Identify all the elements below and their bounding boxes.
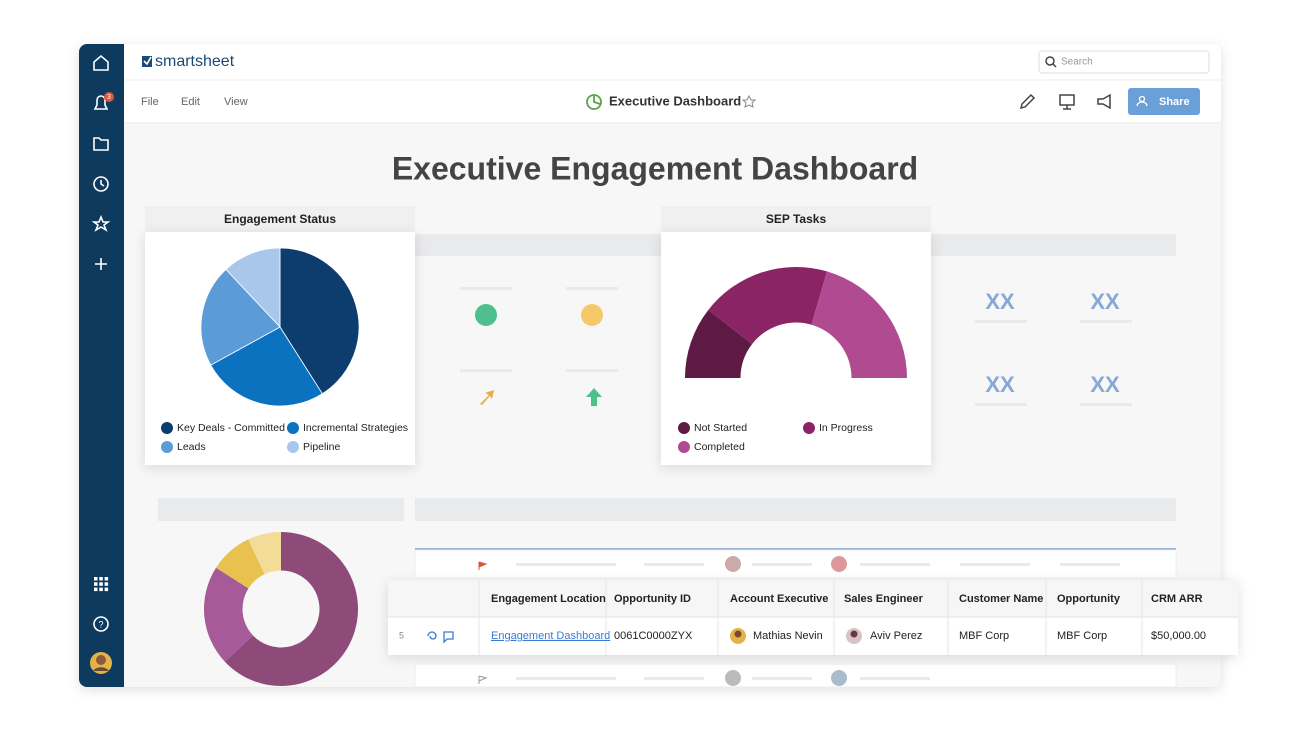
legend-label: Not Started (694, 422, 747, 434)
row-number: 5 (399, 630, 404, 640)
slice (248, 532, 281, 575)
search-placeholder: Search (1061, 57, 1093, 68)
metric: XX (1090, 289, 1120, 314)
notifications-icon[interactable] (93, 95, 109, 110)
column-header: Opportunity ID (614, 593, 691, 605)
legend-swatch (287, 422, 299, 434)
sheet-title: Executive Dashboard (609, 93, 741, 108)
slice (811, 271, 907, 378)
share-button[interactable] (1128, 88, 1200, 115)
create-icon[interactable] (95, 258, 107, 270)
attachment-icon[interactable] (427, 631, 437, 640)
placeholder (158, 498, 404, 521)
metric: XX (985, 372, 1015, 397)
slice (203, 567, 253, 662)
badge-count: 3 (107, 94, 111, 101)
metric: XX (985, 289, 1015, 314)
favorites-icon[interactable] (91, 214, 111, 232)
column-header: CRM ARR (1151, 593, 1203, 605)
column-header: Customer Name (959, 593, 1043, 605)
share-label: Share (1159, 96, 1190, 108)
legend-swatch (803, 422, 815, 434)
slice (685, 309, 753, 378)
metric: XX (1090, 372, 1120, 397)
charts: Key Deals - Committed Incremental Strateg… (161, 247, 907, 686)
widget-title: SEP Tasks (766, 212, 827, 226)
legend-swatch (678, 441, 690, 453)
cell: Aviv Perez (870, 630, 922, 642)
column-dividers (478, 580, 1143, 655)
cell: $50,000.00 (1151, 630, 1206, 642)
widget-header (661, 206, 931, 233)
slice (215, 539, 265, 589)
slice (279, 247, 360, 395)
column-header: Account Executive (730, 593, 828, 605)
recents-icon[interactable] (93, 176, 109, 192)
legend-swatch (161, 441, 173, 453)
table-header (388, 580, 1238, 617)
browse-icon[interactable] (93, 137, 109, 151)
home-icon[interactable] (93, 54, 109, 71)
legend-label: Leads (177, 441, 206, 453)
slice (224, 532, 358, 686)
table: Engagement Location Opportunity ID Account… (399, 593, 1206, 642)
help-icon[interactable] (93, 616, 109, 632)
cell: MBF Corp (959, 630, 1009, 642)
slice (708, 267, 827, 344)
legend-label: Incremental Strategies (303, 422, 408, 434)
menu-item[interactable]: View (224, 96, 248, 108)
badge (104, 92, 114, 102)
legend-label: Pipeline (303, 441, 341, 453)
search-box[interactable] (1038, 50, 1210, 74)
placeholder (415, 234, 661, 256)
cell-link[interactable]: Engagement Dashboard (491, 630, 610, 642)
apps-icon[interactable] (94, 577, 109, 592)
slice (210, 326, 323, 407)
cell: 0061C0000ZYX (614, 630, 693, 642)
dashboard-title: Executive Engagement Dashboard (392, 150, 918, 186)
background-rows (414, 549, 1177, 688)
status-indicators (460, 287, 1132, 406)
slice (200, 268, 281, 366)
legend-label: Key Deals - Committed (177, 422, 285, 434)
edit-icon[interactable] (1019, 93, 1036, 110)
column-header: Sales Engineer (844, 593, 924, 605)
menu-item[interactable]: Edit (181, 96, 200, 108)
cell: Mathias Nevin (753, 630, 823, 642)
placeholder (415, 498, 1176, 521)
legend-swatch (287, 441, 299, 453)
comment-icon[interactable] (443, 631, 454, 644)
favorite-star[interactable] (741, 94, 757, 108)
help-glyph: ? (98, 619, 103, 629)
widget-header (145, 206, 415, 233)
placeholder (931, 234, 1176, 256)
widget-title: Engagement Status (224, 212, 336, 226)
legend-swatch (678, 422, 690, 434)
legend-label: In Progress (819, 422, 873, 434)
legend-swatch (161, 422, 173, 434)
announce-icon[interactable] (1097, 93, 1111, 110)
cell: MBF Corp (1057, 630, 1107, 642)
legend-label: Completed (694, 441, 745, 453)
logo[interactable]: smartsheet (155, 53, 235, 70)
column-header: Opportunity (1057, 593, 1121, 605)
column-header: Engagement Location (491, 593, 606, 605)
slice (225, 247, 281, 329)
menu-item[interactable]: File (141, 96, 159, 108)
